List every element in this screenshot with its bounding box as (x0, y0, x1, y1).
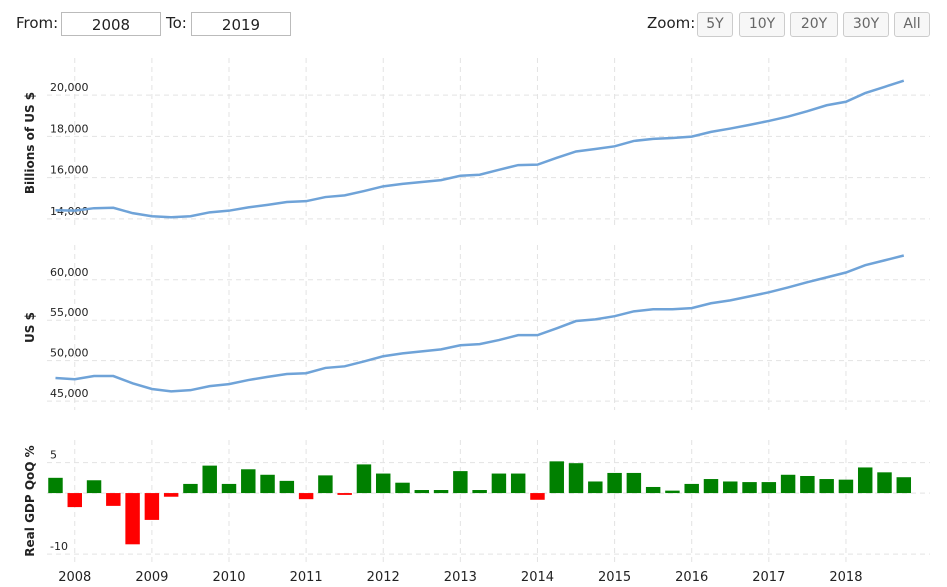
zoom-button[interactable]: 20Y (790, 12, 838, 37)
bar (491, 473, 507, 494)
bar (472, 490, 487, 494)
y-tick-label: 16,000 (50, 164, 89, 177)
bar (896, 477, 912, 494)
zoom-button[interactable]: 30Y (843, 12, 889, 37)
x-tick-label: 2017 (752, 570, 785, 585)
bar (626, 472, 642, 494)
bar (183, 483, 198, 494)
bar (163, 493, 179, 497)
bar (414, 490, 430, 494)
bar (588, 481, 603, 494)
y-tick-label: 45,000 (50, 387, 89, 400)
bar (356, 464, 372, 494)
line (55, 79, 905, 219)
bar (376, 473, 391, 494)
bar (241, 469, 256, 494)
bar (800, 475, 815, 494)
bar (221, 483, 237, 494)
x-tick-label: 2008 (58, 570, 91, 585)
to-input[interactable]: 2019 (191, 12, 291, 36)
x-tick-label: 2016 (675, 570, 708, 585)
x-tick-label: 2014 (521, 570, 554, 585)
zoom-button[interactable]: All (894, 12, 930, 37)
x-tick-label: 2013 (444, 570, 477, 585)
bar (857, 467, 873, 494)
bar (106, 493, 121, 506)
zoom-button[interactable]: 5Y (697, 12, 733, 37)
bar (510, 473, 526, 494)
bar (144, 493, 160, 520)
bar (838, 479, 854, 494)
bar (645, 486, 661, 494)
bar (67, 493, 82, 508)
bar (761, 482, 777, 494)
bar (607, 472, 622, 494)
y-tick-label: 50,000 (50, 347, 89, 360)
bar (298, 493, 314, 500)
line (55, 254, 905, 393)
bar (202, 465, 217, 494)
bar (780, 474, 796, 494)
x-tick-label: 2018 (829, 570, 862, 585)
bar (337, 493, 352, 495)
bar (279, 480, 295, 494)
bar (433, 490, 449, 494)
y-tick-label: -10 (50, 540, 68, 553)
y-tick-label: 18,000 (50, 122, 89, 135)
y-axis-title: US $ (23, 312, 37, 343)
bar (395, 482, 410, 494)
x-tick-label: 2010 (212, 570, 245, 585)
bar (453, 471, 468, 494)
from-input[interactable]: 2008 (61, 12, 161, 36)
y-tick-label: 20,000 (50, 81, 89, 94)
zoom-label: Zoom: (647, 14, 696, 32)
bar (125, 493, 140, 545)
x-tick-label: 2009 (135, 570, 168, 585)
bar (260, 474, 275, 494)
x-tick-label: 2015 (598, 570, 631, 585)
bar (48, 477, 63, 494)
y-tick-label: 55,000 (50, 306, 89, 319)
from-label: From: (16, 14, 59, 32)
y-tick-label: 60,000 (50, 266, 89, 279)
y-axis-title: Billions of US $ (23, 92, 37, 194)
bar (819, 479, 834, 494)
bar (723, 481, 738, 494)
bar (318, 475, 333, 494)
x-tick-label: 2011 (290, 570, 323, 585)
bar (530, 493, 545, 500)
bar (684, 483, 699, 494)
bar (665, 490, 680, 494)
bar (877, 472, 892, 494)
zoom-button[interactable]: 10Y (739, 12, 785, 37)
bar (742, 482, 757, 494)
bar (703, 479, 719, 494)
bar (86, 480, 102, 494)
x-tick-label: 2012 (367, 570, 400, 585)
y-axis-title: Real GDP QoQ % (23, 445, 37, 556)
to-label: To: (166, 14, 187, 32)
bar (568, 463, 584, 494)
bar (549, 461, 564, 494)
y-tick-label: 5 (50, 449, 57, 462)
